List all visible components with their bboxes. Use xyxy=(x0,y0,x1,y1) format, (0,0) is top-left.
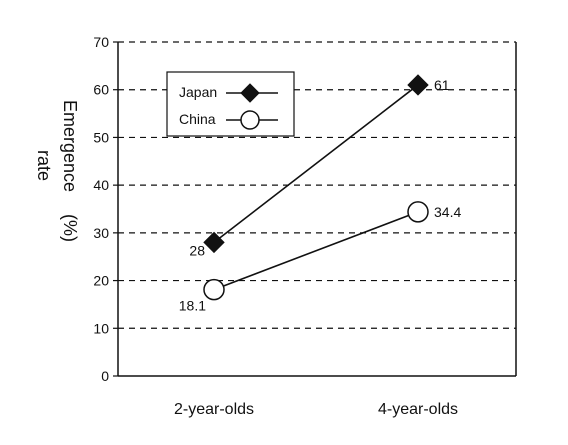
y-axis-label-line2: rate xyxy=(34,150,54,181)
y-axis-title: Emergence rate (%) xyxy=(34,100,80,242)
legend-marker-japan xyxy=(240,83,260,103)
y-tick-label: 40 xyxy=(93,177,109,193)
y-tick-labels: 0 10 20 30 40 50 60 70 xyxy=(93,34,109,384)
y-tick-label: 0 xyxy=(101,368,109,384)
y-axis-label-line1: Emergence xyxy=(60,100,80,192)
legend-marker-china xyxy=(240,110,260,130)
y-tick-label: 20 xyxy=(93,273,109,289)
data-labels: 28 61 18.1 34.4 xyxy=(179,77,462,314)
legend: Japan China xyxy=(166,71,295,137)
y-tick-label: 30 xyxy=(93,225,109,241)
series-line-japan xyxy=(213,84,419,244)
y-axis-label-unit: (%) xyxy=(60,214,80,242)
data-label-japan: 28 xyxy=(189,242,205,258)
data-point-japan xyxy=(407,74,429,96)
series-line-china xyxy=(213,211,419,291)
series xyxy=(203,74,429,301)
x-category-label: 2-year-olds xyxy=(174,401,254,418)
legend-label-china: China xyxy=(179,111,216,127)
data-point-china xyxy=(203,278,225,301)
y-tick-label: 50 xyxy=(93,129,109,145)
legend-box xyxy=(166,71,295,137)
data-label-china: 18.1 xyxy=(179,298,206,314)
data-point-china xyxy=(407,201,429,223)
data-label-japan: 61 xyxy=(434,77,450,93)
y-tick-label: 70 xyxy=(93,34,109,50)
legend-label-japan: Japan xyxy=(179,84,217,100)
x-category-labels: 2-year-olds 4-year-olds xyxy=(174,401,458,418)
data-label-china: 34.4 xyxy=(434,204,461,220)
axes xyxy=(113,41,517,377)
x-category-label: 4-year-olds xyxy=(378,401,458,418)
data-point-japan xyxy=(203,231,225,254)
y-tick-label: 60 xyxy=(93,82,109,98)
y-tick-label: 10 xyxy=(93,320,109,336)
